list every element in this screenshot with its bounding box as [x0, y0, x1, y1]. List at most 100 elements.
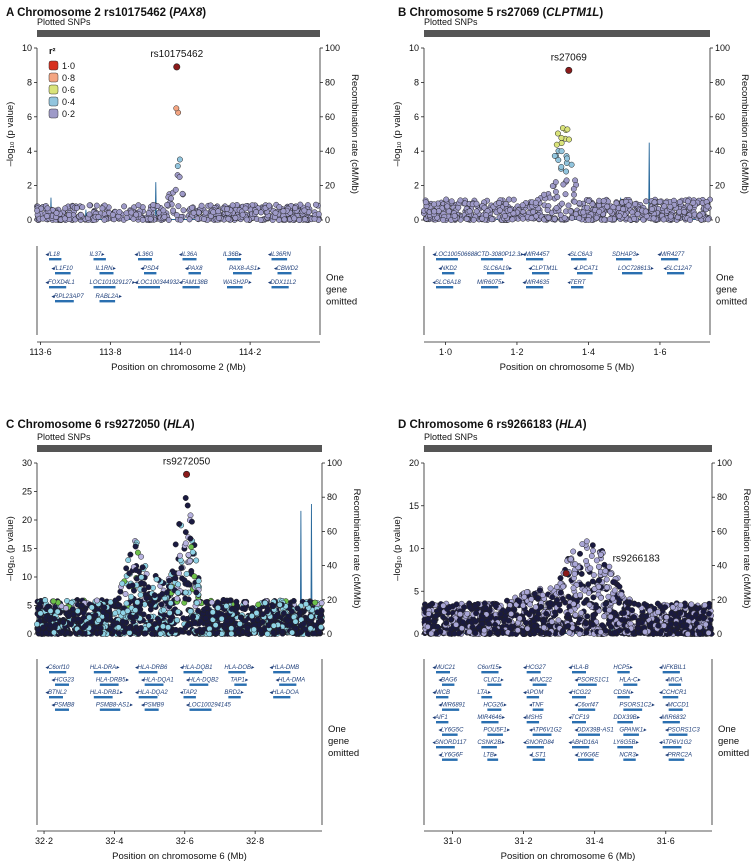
snp-point [558, 163, 565, 170]
gene-body [662, 671, 680, 674]
gene-track: ◂IL18 IL37▸ ◂IL36G ◂IL36A IL36B▸ ◂IL36RN◂IL1F… [45, 252, 299, 303]
gene-label: ◂IL1F10 [51, 266, 73, 272]
snp-point [192, 620, 199, 627]
snp-point [502, 213, 508, 219]
gene-body [183, 671, 203, 674]
snp-point [297, 609, 304, 616]
x-tick-label: 1·0 [439, 347, 452, 357]
snp-point [479, 215, 486, 222]
gene-label: CSNK2B▸ [477, 740, 505, 746]
gene-body [578, 733, 600, 736]
snp-point [570, 585, 577, 592]
snp-point [424, 623, 431, 630]
snp-point [560, 583, 567, 590]
snp-point [640, 216, 647, 223]
snp-point [125, 557, 132, 564]
gene-label: ◂HLA-DMB [269, 665, 299, 671]
gene-label: ◂LY6G6F [438, 753, 463, 759]
snp-point [669, 604, 676, 611]
snp-point [97, 629, 104, 636]
gene-body [662, 696, 679, 699]
snp-point [596, 577, 603, 584]
snp-point [651, 199, 658, 206]
gene-label: ◂ABHD16A [568, 740, 598, 746]
panel-letter: B [398, 7, 410, 19]
snp-point [496, 207, 503, 214]
snp-point [535, 595, 542, 601]
snp-point [505, 617, 512, 624]
snp-point [74, 616, 81, 622]
snp-point [621, 609, 627, 616]
gene-body [188, 272, 201, 275]
snp-point [509, 630, 516, 637]
snp-point [214, 599, 221, 606]
snp-point [643, 613, 650, 620]
snp-point [180, 615, 187, 622]
snp-point [197, 618, 204, 624]
gene-body [93, 696, 113, 699]
snp-point [187, 535, 194, 542]
gene-label: ◂IL18 [45, 252, 60, 258]
lead-snp-point [183, 470, 191, 478]
gene-label: ◂PSMB9 [141, 703, 165, 709]
gene-label: POU5F1▸ [483, 728, 510, 734]
gene-body [622, 272, 643, 275]
x-axis-label: Position on chromosome 5 (Mb) [500, 362, 635, 373]
snp-point [68, 621, 74, 628]
gene-label: CLIC1▸ [483, 678, 504, 684]
gene-label: ◂HLA-DQA1 [141, 678, 174, 684]
snp-point [190, 209, 197, 216]
gene-body [668, 708, 683, 711]
snp-point [531, 623, 538, 630]
gene-label: ◂MUC21 [432, 665, 455, 671]
x-tick-label: 31·4 [586, 836, 604, 846]
y-tick-label: 10 [22, 43, 32, 53]
snp-point [635, 620, 642, 627]
omitted-label: omitted [326, 297, 357, 308]
snp-point [579, 541, 586, 548]
plotted-snps-label: Plotted SNPs [424, 432, 478, 442]
snp-point [270, 622, 277, 629]
gene-body [526, 746, 544, 749]
snp-point [668, 610, 675, 617]
snp-point [215, 604, 221, 611]
snp-point [608, 623, 614, 630]
snp-point [131, 587, 137, 594]
snp-point [453, 621, 460, 628]
snp-point [563, 168, 570, 175]
snp-point [526, 601, 533, 608]
snp-point [242, 205, 249, 212]
snp-point [445, 208, 452, 215]
snp-point [433, 612, 439, 619]
snp-point [425, 610, 432, 617]
snp-point [296, 217, 303, 223]
snp-point [545, 214, 552, 221]
snp-point [707, 624, 713, 631]
snp-point [590, 612, 597, 619]
gene-label: LY6G5B▸ [613, 740, 639, 746]
gene-label: ◂MCCD1 [665, 703, 689, 709]
gene-label: PSORS1C2▸ [619, 703, 655, 709]
snp-point [173, 212, 180, 219]
legend-swatch [48, 84, 59, 95]
snp-point [643, 198, 650, 205]
snp-point [569, 215, 575, 221]
gene-body [487, 708, 502, 711]
y-tick-label: 0 [27, 215, 32, 225]
title-gene: PAX8 [173, 7, 203, 19]
lead-snp-point [565, 66, 573, 74]
omitted-label: gene [328, 736, 349, 747]
snp-point [36, 601, 43, 608]
snp-point [557, 589, 564, 596]
panel-title: A Chromosome 2 rs10175462 (PAX8) [6, 7, 206, 19]
y2-tick-label: 0 [715, 215, 720, 225]
snp-point [182, 540, 189, 547]
gene-label: ◂MICB [432, 690, 450, 696]
snp-point [598, 594, 604, 601]
snp-point [618, 591, 625, 598]
snp-point [145, 584, 152, 591]
snp-point [584, 204, 591, 211]
snp-point [655, 622, 662, 629]
gene-body [661, 258, 679, 261]
